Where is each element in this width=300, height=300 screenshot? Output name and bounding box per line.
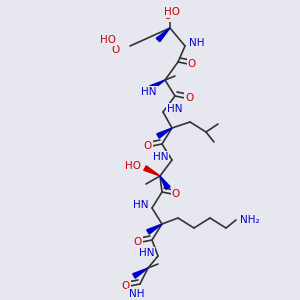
Text: O: O [144,141,152,151]
Text: HO: HO [164,7,180,17]
Text: O: O [134,237,142,247]
Text: O: O [164,11,172,21]
Polygon shape [157,128,172,138]
Text: O: O [188,59,196,69]
Polygon shape [133,268,148,278]
Text: NH: NH [189,38,205,48]
Text: HN: HN [152,152,168,162]
Polygon shape [144,166,160,176]
Text: O: O [112,45,120,55]
Polygon shape [156,28,170,42]
Text: O: O [172,189,180,199]
Text: HN: HN [167,104,182,114]
Text: NH₂: NH₂ [240,215,260,225]
Text: NH: NH [128,289,144,299]
Text: O: O [122,281,130,291]
Text: HN: HN [133,200,148,210]
Polygon shape [150,80,165,90]
Text: HN: HN [141,87,157,97]
Polygon shape [147,224,162,234]
Text: HN: HN [139,248,154,258]
Text: HO: HO [100,35,116,45]
Text: HO: HO [125,161,141,171]
Polygon shape [160,176,170,189]
Text: O: O [185,93,193,103]
